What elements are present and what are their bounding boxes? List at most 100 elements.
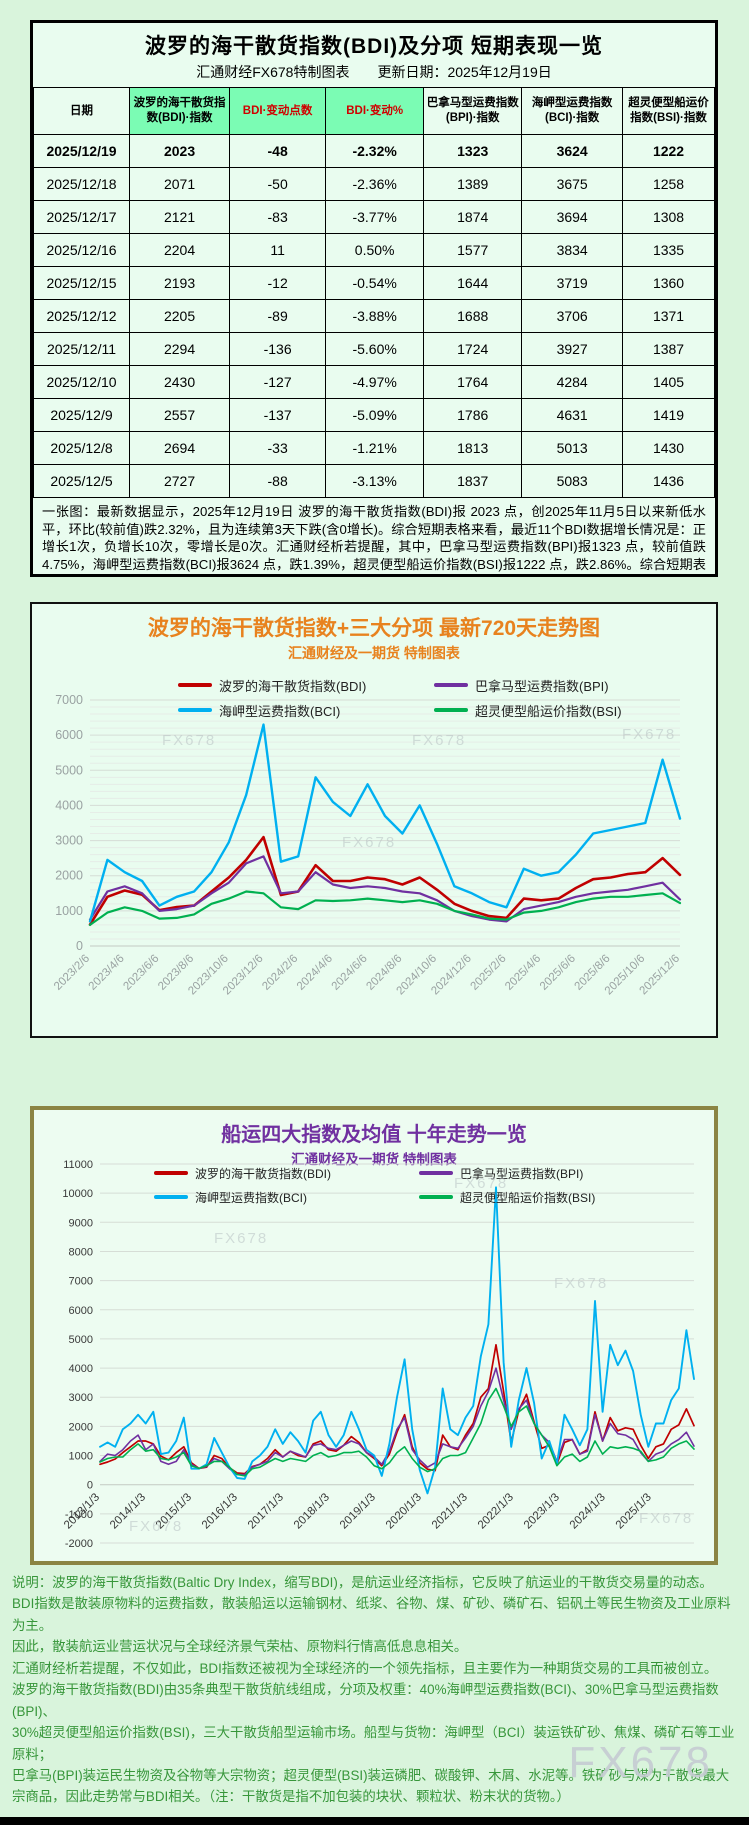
legend-label: 超灵便型船运价指数(BSI) [475, 703, 622, 719]
table-header-row: 日期 波罗的海干散货指数(BDI)·指数 BDI·变动点数 BDI·变动% 巴拿马型运费… [33, 87, 715, 135]
legend-line-swatch [154, 1195, 188, 1199]
svg-text:2024/1/3: 2024/1/3 [568, 1491, 608, 1531]
svg-text:0: 0 [87, 1480, 93, 1492]
explanation-line: 说明：波罗的海干散货指数(Baltic Dry Index，缩写BDI)，是航运… [12, 1575, 713, 1590]
table-row: 2025/12/17 2121 -83 -3.77% 1874 3694 1308 [33, 200, 715, 234]
explanation-line: 巴拿马(BPI)装运民生物资及谷物等大宗物资；超灵便型(BSI)装运磷肥、碳酸钾… [12, 1767, 730, 1805]
explanation-line: 30%超灵便型船运价指数(BSI)，三大干散货船型运输市场。船型与货物：海岬型（… [12, 1725, 735, 1762]
explanation-text: 说明：波罗的海干散货指数(Baltic Dry Index，缩写BDI)，是航运… [12, 1572, 738, 1808]
cell: -3.13% [325, 464, 425, 498]
svg-text:0: 0 [76, 939, 83, 953]
cell: 1419 [622, 398, 715, 432]
cell: 1688 [423, 299, 523, 333]
cell: 5013 [521, 431, 624, 465]
legend-label: 波罗的海干散货指数(BDI) [219, 678, 367, 694]
chart1-title: 波罗的海干散货指数+三大分项 最新720天走势图 [147, 617, 601, 640]
table-subtitle: 汇通财经FX678特制图表 更新日期：2025年12月19日 [196, 64, 552, 80]
cell: 1577 [423, 233, 523, 267]
table-title: 波罗的海干散货指数(BDI)及分项 短期表现一览 [145, 35, 603, 58]
cell: -0.54% [325, 266, 425, 300]
legend-line-swatch [419, 1195, 453, 1199]
svg-text:2023/1/3: 2023/1/3 [522, 1491, 562, 1531]
cell: 2025/12/8 [33, 431, 131, 465]
chart2-title: 船运四大指数及均值 十年走势一览 [221, 1124, 527, 1146]
svg-text:2024/4/6: 2024/4/6 [295, 953, 335, 993]
table-row: 2025/12/19 2023 -48 -2.32% 1323 3624 1222 [33, 134, 715, 168]
explanation-line: 波罗的海干散货指数(BDI)由35条典型干散货航线组成，分项及权重：40%海岬型… [12, 1682, 719, 1719]
svg-text:2015/1/3: 2015/1/3 [154, 1491, 194, 1531]
chart1-subtitle: 汇通财经及一期货 特制图表 [288, 645, 460, 661]
svg-text:2022/1/3: 2022/1/3 [476, 1491, 516, 1531]
cell: 2025/12/12 [33, 299, 131, 333]
cell: 4284 [521, 365, 624, 399]
col-header: 日期 [33, 87, 131, 135]
cell: -88 [229, 464, 327, 498]
legend-label: 超灵便型船运价指数(BSI) [460, 1190, 596, 1205]
cell: 1764 [423, 365, 523, 399]
cell: 1724 [423, 332, 523, 366]
cell: 1387 [622, 332, 715, 366]
col-header: 海岬型运费指数(BCI)·指数 [521, 87, 624, 135]
cell: 1813 [423, 431, 523, 465]
legend-item: 超灵便型船运价指数(BSI) [434, 703, 622, 719]
cell: 2071 [129, 167, 231, 201]
legend-line-swatch [178, 683, 212, 687]
cell: 1436 [622, 464, 715, 498]
cell: 2727 [129, 464, 231, 498]
svg-text:2000: 2000 [55, 869, 83, 883]
cell: 1837 [423, 464, 523, 498]
svg-text:6000: 6000 [55, 728, 83, 742]
table-row: 2025/12/11 2294 -136 -5.60% 1724 3927 1387 [33, 332, 715, 366]
cell: 1323 [423, 134, 523, 168]
table-row: 2025/12/16 2204 11 0.50% 1577 3834 1335 [33, 233, 715, 267]
fx678-big-watermark: FX678 [568, 1738, 713, 1787]
svg-text:2023/4/6: 2023/4/6 [87, 953, 127, 993]
chart-720day-panel: 波罗的海干散货指数+三大分项 最新720天走势图 汇通财经及一期货 特制图表 0… [30, 602, 718, 1038]
cell: 1874 [423, 200, 523, 234]
cell: 3694 [521, 200, 624, 234]
chart-10year-panel: 船运四大指数及均值 十年走势一览 汇通财经及一期货 特制图表 -2000 -100… [30, 1106, 718, 1565]
cell: -50 [229, 167, 327, 201]
col-header: BDI·变动点数 [229, 87, 327, 135]
cell: 1360 [622, 266, 715, 300]
table-row: 2025/12/18 2071 -50 -2.36% 1389 3675 1258 [33, 167, 715, 201]
col-header: 波罗的海干散货指数(BDI)·指数 [129, 87, 231, 135]
legend-item: 巴拿马型运费指数(BPI) [434, 678, 609, 694]
bdi-table-panel: 波罗的海干散货指数(BDI)及分项 短期表现一览 汇通财经FX678特制图表 更… [30, 20, 718, 577]
cell: -3.88% [325, 299, 425, 333]
legend-line-swatch [154, 1171, 188, 1175]
cell: 5083 [521, 464, 624, 498]
cell: 2294 [129, 332, 231, 366]
legend-line-swatch [434, 708, 468, 712]
cell: -2.32% [325, 134, 425, 168]
cell: -83 [229, 200, 327, 234]
svg-text:3000: 3000 [55, 834, 83, 848]
cell: 3834 [521, 233, 624, 267]
svg-text:2023/6/6: 2023/6/6 [121, 953, 161, 993]
cell: 2025/12/15 [33, 266, 131, 300]
table-row: 2025/12/12 2205 -89 -3.88% 1688 3706 1371 [33, 299, 715, 333]
svg-text:5000: 5000 [55, 763, 83, 777]
legend-item: 海岬型运费指数(BCI) [178, 703, 340, 719]
cell: 1335 [622, 233, 715, 267]
cell: 1308 [622, 200, 715, 234]
cell: -4.97% [325, 365, 425, 399]
bottom-black-bar [0, 1817, 749, 1825]
cell: -2.36% [325, 167, 425, 201]
col-header: 超灵便型船运价指数(BSI)·指数 [622, 87, 715, 135]
cell: 2023 [129, 134, 231, 168]
cell: 1644 [423, 266, 523, 300]
cell: 1389 [423, 167, 523, 201]
cell: 2025/12/19 [33, 134, 131, 168]
svg-text:2025/6/6: 2025/6/6 [538, 953, 578, 993]
cell: -48 [229, 134, 327, 168]
cell: -3.77% [325, 200, 425, 234]
table-row: 2025/12/8 2694 -33 -1.21% 1813 5013 1430 [33, 431, 715, 465]
cell: 2694 [129, 431, 231, 465]
svg-text:4000: 4000 [55, 798, 83, 812]
cell: 2193 [129, 266, 231, 300]
svg-text:2025/4/6: 2025/4/6 [503, 953, 543, 993]
svg-text:-1000: -1000 [65, 1509, 93, 1521]
svg-text:1000: 1000 [55, 904, 83, 918]
